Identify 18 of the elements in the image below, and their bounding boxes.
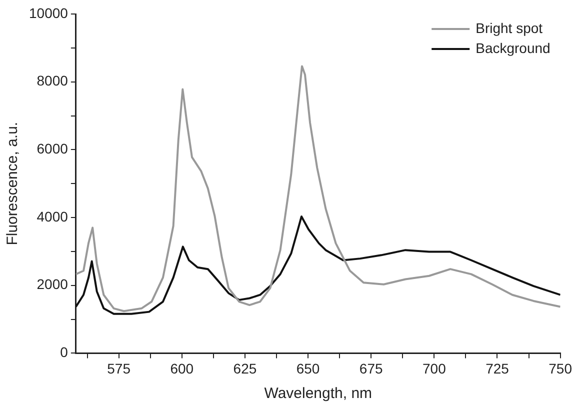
y-tick-label: 8000	[36, 72, 68, 89]
legend-label: Background	[476, 40, 550, 56]
y-axis-title: Fluorescence, a.u.	[4, 122, 22, 246]
x-tick-label: 625	[233, 360, 257, 376]
x-tick-label: 650	[296, 360, 320, 376]
x-tick-label: 750	[548, 360, 572, 376]
legend-label: Bright spot	[476, 20, 543, 36]
x-tick-label: 600	[170, 360, 194, 376]
x-axis-title: Wavelength, nm	[264, 385, 372, 402]
x-tick-label: 675	[359, 360, 383, 376]
x-tick-label: 575	[107, 360, 131, 376]
y-tick-label: 10000	[28, 4, 68, 21]
x-tick-label: 700	[422, 360, 446, 376]
x-tick-label: 725	[486, 360, 510, 376]
y-tick-label: 2000	[36, 276, 68, 292]
y-tick-label: 6000	[36, 140, 68, 157]
y-tick-label: 0	[60, 344, 68, 360]
y-tick-label: 4000	[36, 208, 68, 224]
